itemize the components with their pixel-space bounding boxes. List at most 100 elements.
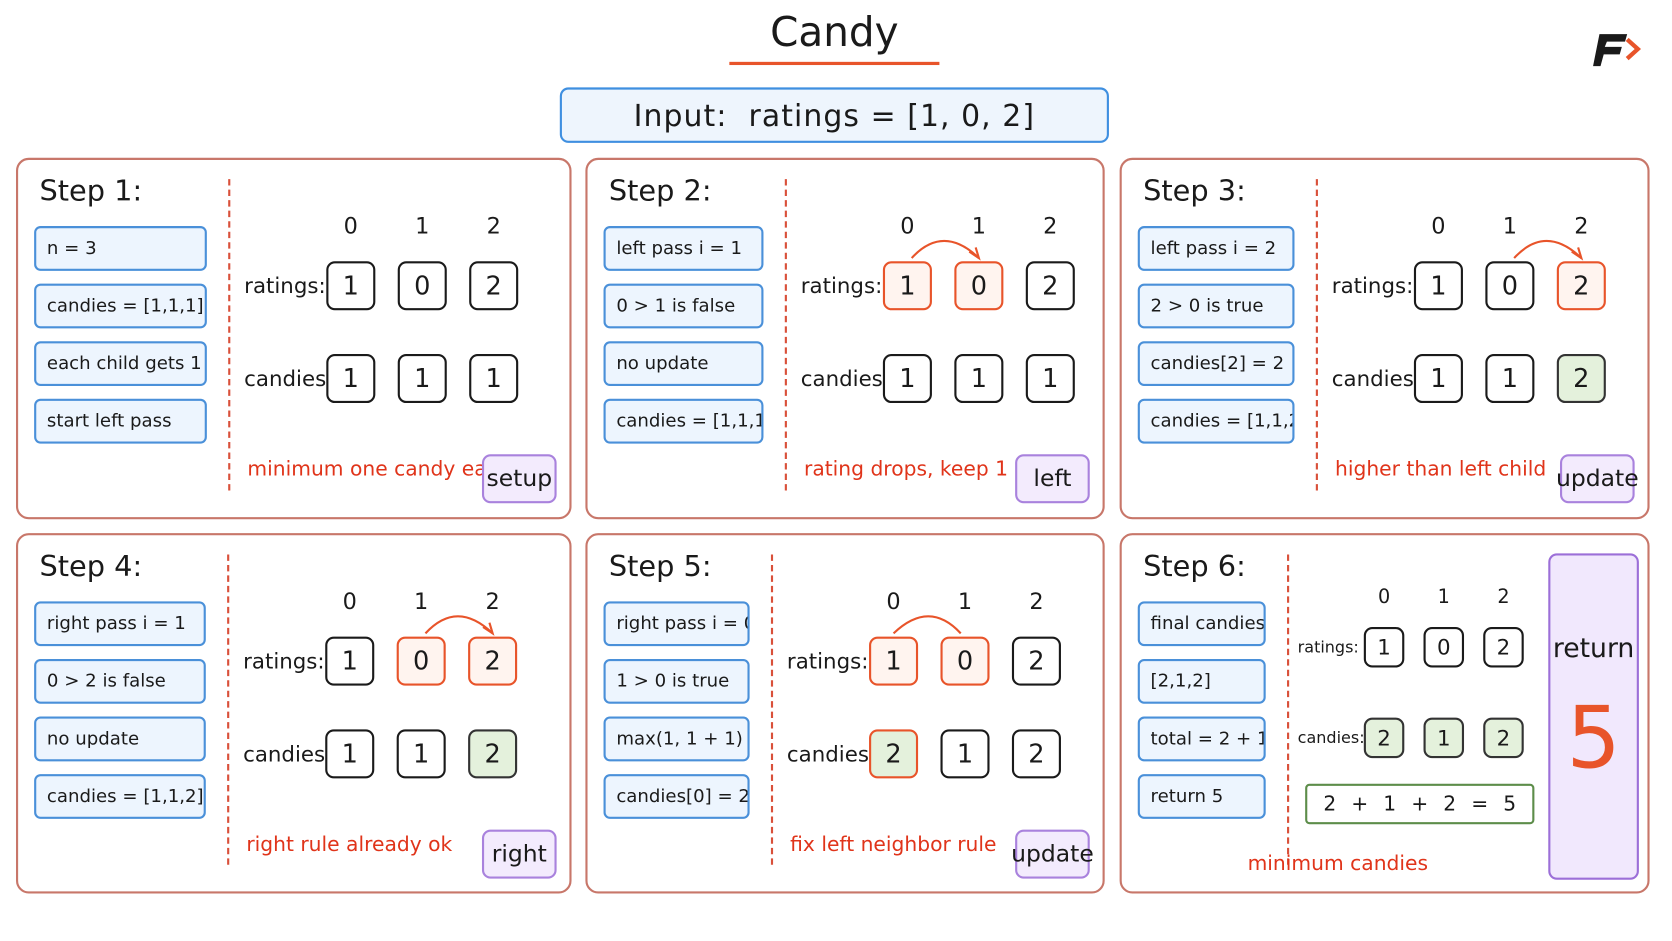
row-label: ratings: [786, 648, 869, 674]
note-box: candies = [1,1,1] [34, 283, 207, 329]
caption: higher than left child [1335, 457, 1547, 481]
note-box: final candies [1137, 601, 1266, 647]
candy-cell: 1 [1485, 354, 1535, 404]
candy-cell: 1 [954, 354, 1004, 404]
step-panel: Step 4: right pass i = 1 0 > 2 is false no … [15, 533, 572, 894]
note-box: left pass i = 1 [603, 226, 764, 271]
arrow [1513, 239, 1583, 259]
note-box: [2,1,2] [1137, 658, 1266, 704]
sum-term: 2 [1323, 792, 1337, 816]
row-label: ratings: [1297, 637, 1359, 657]
rating-cell: 1 [326, 261, 376, 311]
rating-cell: 2 [468, 636, 518, 686]
note-box: 0 > 2 is false [34, 658, 206, 704]
arrow [424, 615, 494, 635]
index-label: 1 [415, 213, 430, 239]
note-box: candies = [1,1,2] [1137, 398, 1295, 444]
row-label: candies: [786, 741, 877, 767]
sum-term: 1 [1383, 792, 1397, 816]
row-label: candies: [244, 365, 334, 392]
rating-cell: 2 [1025, 261, 1075, 311]
step-tag: right [481, 829, 557, 879]
row-label: candies: [243, 741, 333, 767]
candy-cell: 2 [1011, 729, 1061, 779]
note-box: each child gets 1 [34, 341, 207, 387]
index-label: 1 [1502, 213, 1518, 239]
rating-cell: 2 [1483, 626, 1524, 668]
step-panel: Step 3: left pass i = 2 2 > 0 is true candi… [1119, 157, 1650, 520]
rating-cell: 2 [1556, 261, 1606, 311]
sum-term: 5 [1503, 792, 1517, 816]
step-panel: Step 1: n = 3 candies = [1,1,1] each child … [15, 157, 572, 520]
index-label: 0 [342, 588, 357, 615]
index-label: 0 [900, 213, 915, 239]
note-box: 2 > 0 is true [1137, 283, 1295, 329]
rating-cell: 0 [1423, 626, 1465, 668]
row-label: candies: [1297, 728, 1365, 748]
note-box: left pass i = 2 [1137, 226, 1295, 271]
note-box: no update [603, 341, 764, 387]
candy-cell: 1 [397, 354, 447, 404]
rating-cell: 2 [1011, 636, 1061, 686]
step-tag: update [1556, 454, 1639, 504]
divider [1315, 179, 1318, 491]
index-label: 0 [886, 588, 901, 615]
rating-cell: 1 [325, 636, 375, 686]
candy-cell: 2 [1363, 717, 1405, 759]
candy-cell: 1 [882, 354, 932, 404]
row-label: ratings: [244, 272, 326, 299]
index-label: 2 [1043, 213, 1058, 239]
return-value: 5 [1566, 688, 1621, 788]
index-label: 0 [1377, 585, 1391, 609]
note-box: candies[2] = 2 [1137, 341, 1295, 387]
input-box: Input: ratings = [1, 0, 2] [559, 87, 1109, 143]
rating-cell: 1 [1413, 261, 1463, 311]
step-tag: left [1015, 454, 1090, 504]
index-label: 2 [1497, 585, 1510, 609]
candy-cell: 1 [1413, 354, 1463, 404]
sum-box: 2 +1 +2 = 5 [1305, 783, 1535, 825]
candy-cell: 1 [1025, 354, 1075, 404]
step-tag: setup [481, 454, 557, 504]
rating-cell: 1 [1363, 626, 1405, 668]
index-label: 1 [414, 588, 429, 615]
index-label: 1 [1437, 585, 1450, 609]
arrow-head [482, 622, 495, 636]
step-title: Step 2: [608, 174, 712, 208]
step-panel: Step 2: left pass i = 1 0 > 1 is false no u… [585, 157, 1105, 520]
caption: minimum candies [1247, 851, 1429, 876]
caption: rating drops, keep 1 [803, 457, 1009, 481]
note-box: no update [34, 716, 206, 762]
caption: minimum one candy each [247, 457, 511, 481]
rating-cell: 0 [940, 636, 990, 686]
arrow [892, 615, 962, 635]
index-label: 1 [957, 588, 973, 615]
step-panel: Step 6: final candies [2,1,2] total = 2 + 1… [1119, 533, 1650, 894]
candy-cell: 2 [869, 729, 919, 779]
candy-cell: 2 [1556, 354, 1606, 404]
row-label: ratings: [800, 272, 883, 299]
caption: fix left neighbor rule [790, 832, 997, 857]
rating-cell: 0 [954, 261, 1004, 311]
return-box: return 5 [1548, 553, 1639, 880]
divider [770, 554, 774, 865]
note-box: right pass i = 1 [34, 601, 206, 647]
step-title: Step 5: [608, 550, 712, 584]
note-box: 1 > 0 is true [603, 658, 750, 704]
step-title: Step 4: [39, 550, 143, 584]
rating-cell: 2 [469, 261, 519, 311]
rating-cell: 0 [1485, 261, 1535, 311]
logo [1593, 34, 1642, 67]
arrow-head [1571, 247, 1584, 261]
divider [784, 179, 787, 491]
arrow-head [968, 247, 981, 261]
caption: right rule already ok [246, 832, 453, 857]
note-box: 0 > 1 is false [603, 283, 764, 329]
index-label: 2 [486, 213, 501, 239]
note-box: max(1, 1 + 1) [603, 716, 750, 762]
index-label: 1 [971, 213, 986, 239]
step-panel: Step 5: right pass i = 0 1 > 0 is true max(… [585, 533, 1105, 894]
divider [228, 179, 231, 491]
